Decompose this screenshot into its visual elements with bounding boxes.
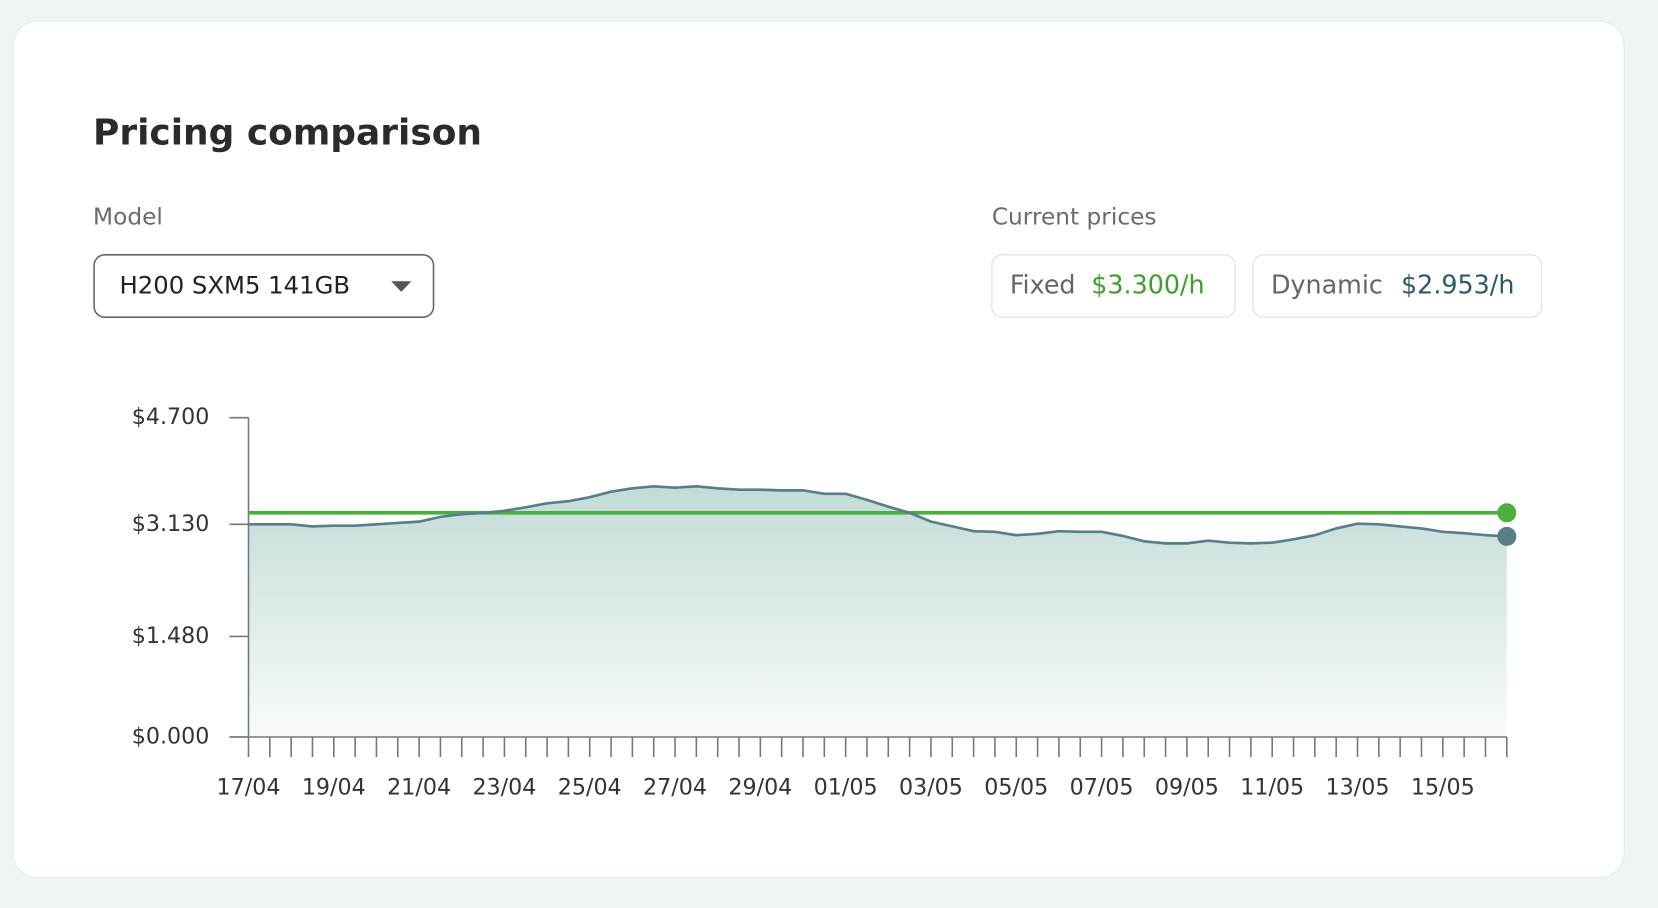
dynamic-price: $2.953/h — [1401, 270, 1514, 300]
dropdown-box[interactable] — [93, 254, 435, 319]
x-tick-label: 15/05 — [1411, 774, 1475, 800]
dynamic-chip — [1252, 254, 1543, 318]
x-tick-label: 29/04 — [728, 774, 792, 800]
y-tick-label: $0.000 — [132, 724, 210, 750]
x-tick-label: 09/05 — [1155, 774, 1219, 800]
x-tick-label: 25/04 — [558, 774, 622, 800]
x-tick-label: 01/05 — [814, 774, 878, 800]
title: Pricing comparison — [93, 112, 482, 153]
model-label: Model — [93, 203, 163, 230]
y-tick-label: $3.130 — [132, 511, 210, 537]
x-tick-label: 07/05 — [1070, 774, 1134, 800]
dropdown-arrow[interactable] — [391, 281, 412, 292]
x-tick-label: 05/05 — [984, 774, 1048, 800]
y-tick-label: $1.480 — [132, 623, 210, 649]
x-tick-label: 17/04 — [217, 774, 281, 800]
end-dot — [1497, 503, 1517, 523]
fixed-chip — [991, 254, 1236, 318]
x-tick-label: 11/05 — [1240, 774, 1304, 800]
fixed-label: Fixed — [1010, 270, 1076, 300]
area-fill — [248, 486, 1507, 738]
current-prices-label: Current prices — [992, 203, 1157, 230]
end-dot — [1497, 526, 1517, 546]
dynamic-label: Dynamic — [1271, 270, 1383, 300]
x-tick-label: 23/04 — [472, 774, 536, 800]
x-tick-label: 21/04 — [387, 774, 451, 800]
series-line — [248, 484, 1507, 545]
model-dropdown[interactable]: H200 SXM5 141GB — [93, 254, 435, 319]
fixed-price: $3.300/h — [1091, 270, 1204, 300]
x-tick-label: 03/05 — [899, 774, 963, 800]
dropdown-value[interactable]: H200 SXM5 141GB — [119, 271, 350, 300]
x-tick-label: 19/04 — [302, 774, 366, 800]
x-tick-label: 27/04 — [643, 774, 707, 800]
y-tick-label: $4.700 — [132, 404, 210, 430]
x-tick-label: 13/05 — [1326, 774, 1390, 800]
